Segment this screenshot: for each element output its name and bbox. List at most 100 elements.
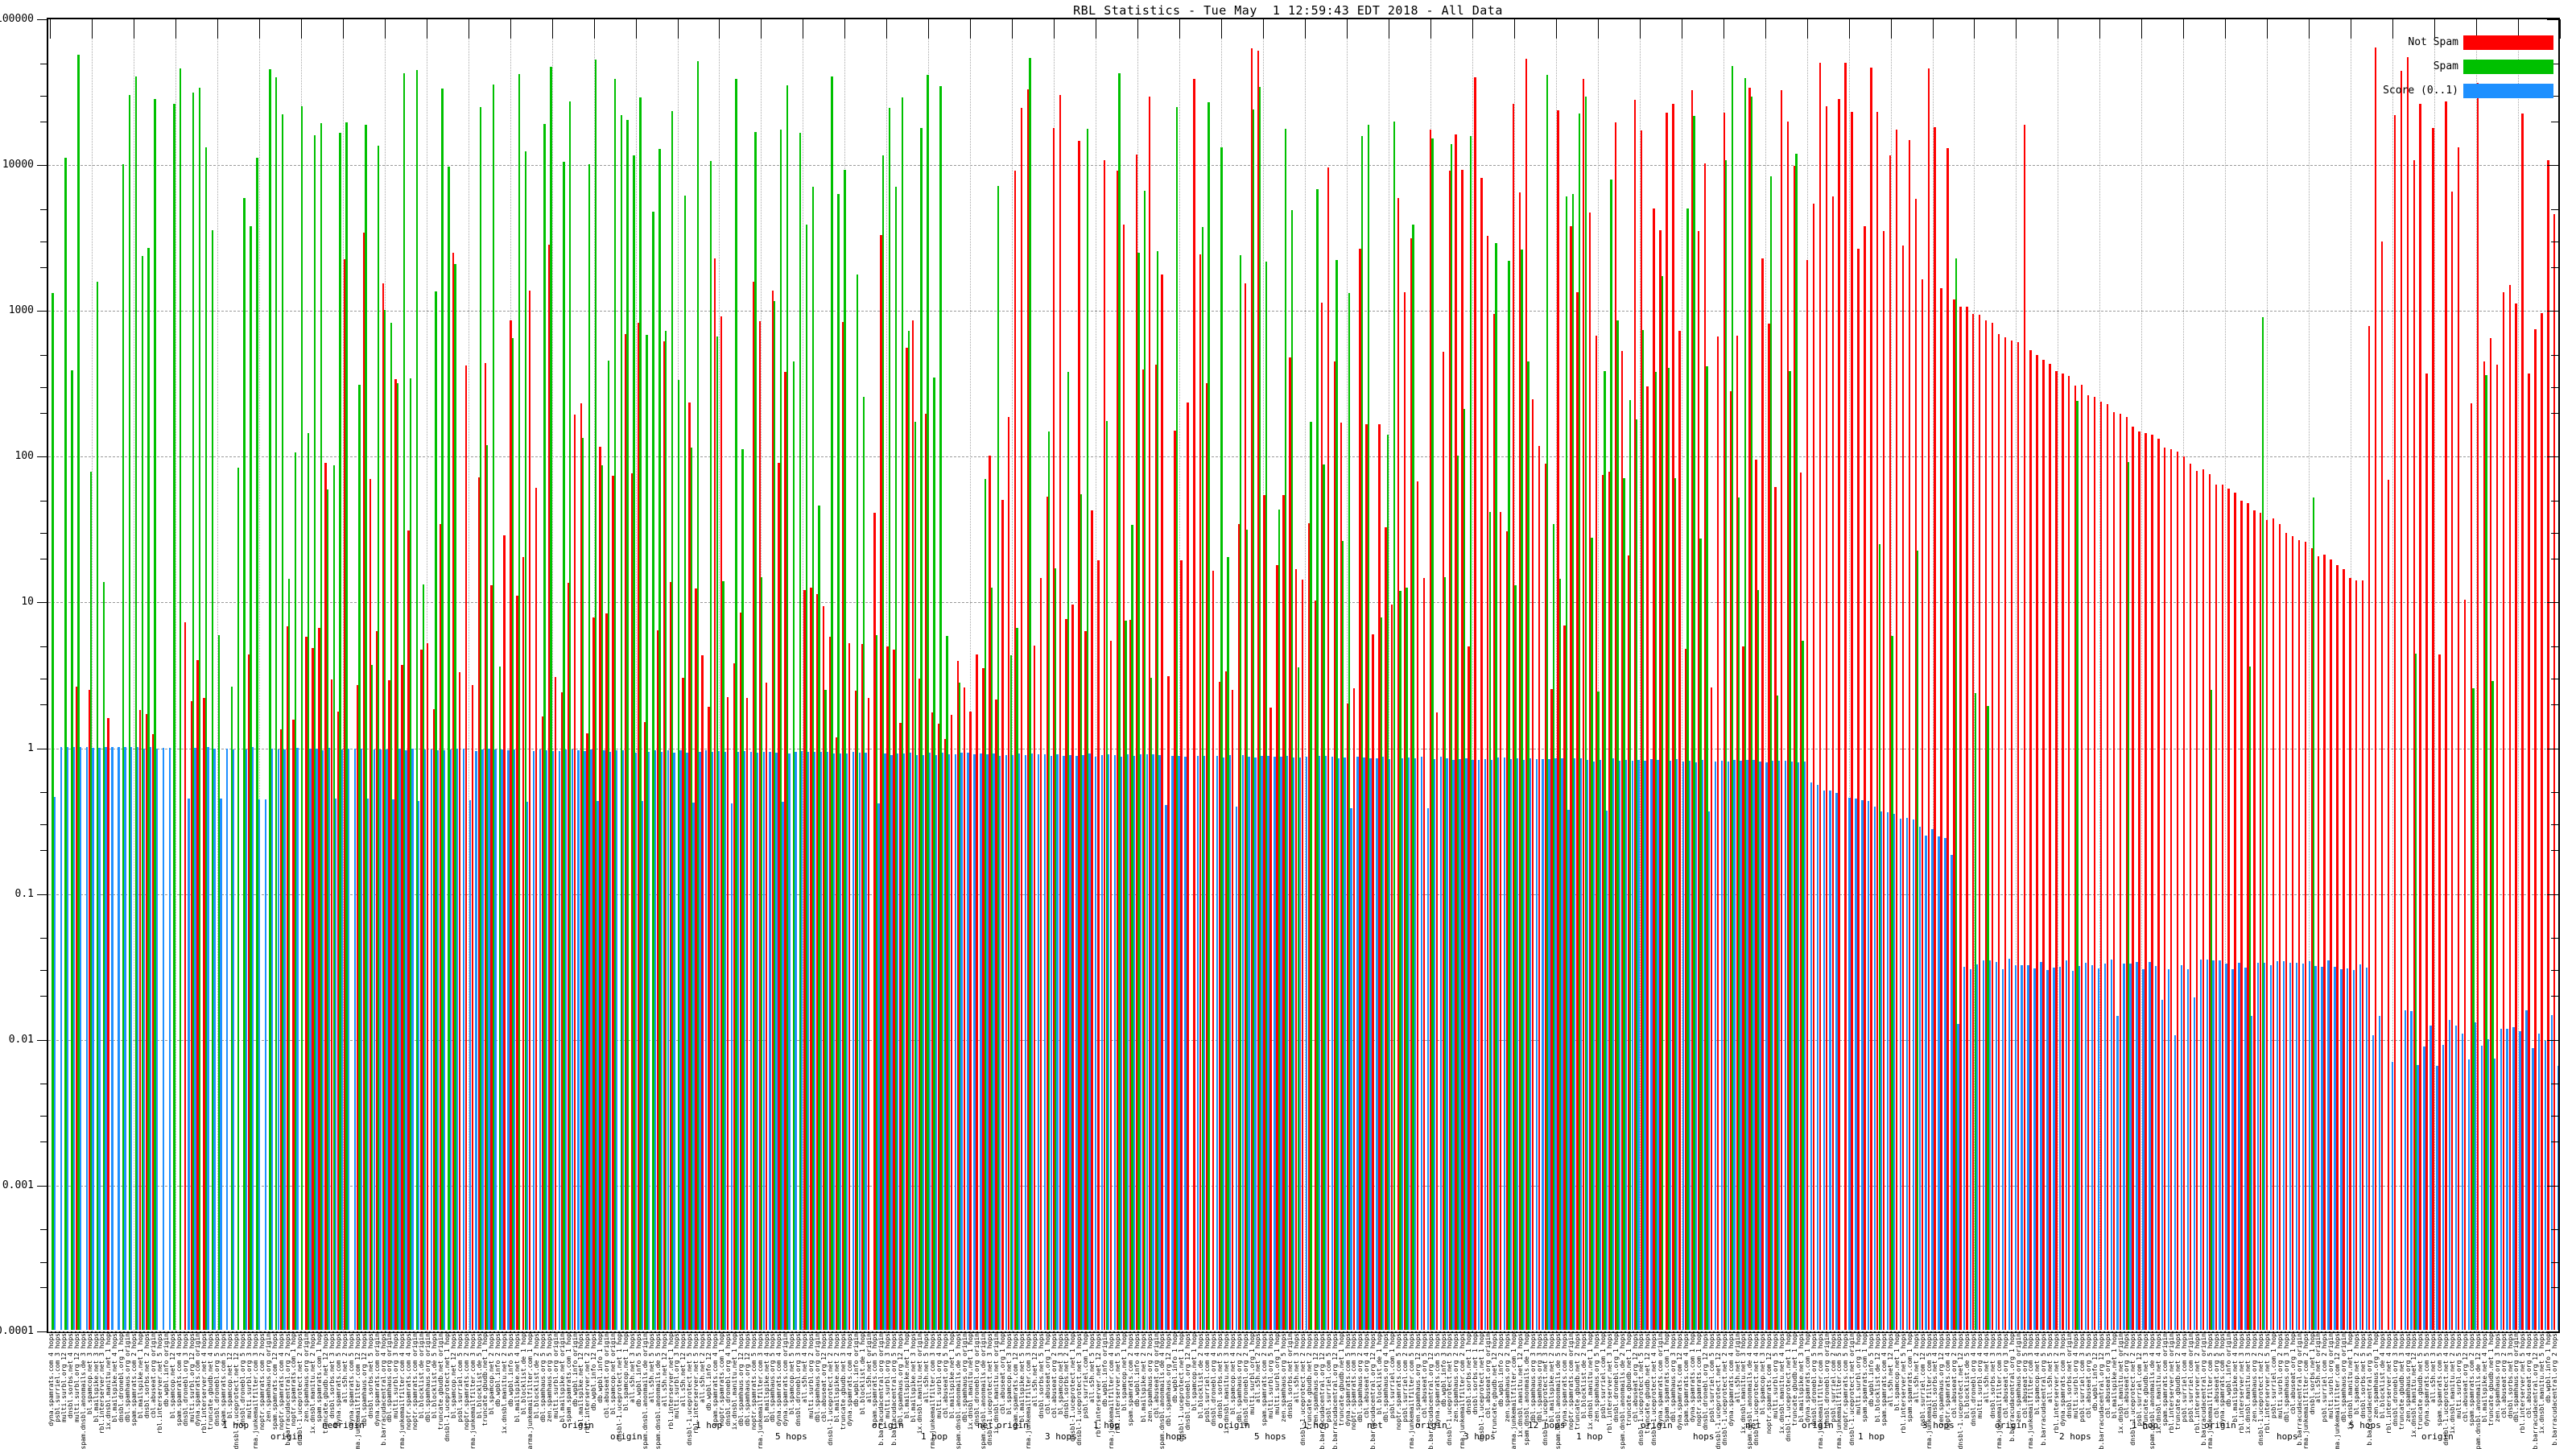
- bar-score: [392, 799, 394, 1330]
- bar-score: [2129, 964, 2132, 1330]
- gridline-vertical: [970, 19, 972, 1331]
- bar-not-spam: [963, 687, 965, 1330]
- bar-spam: [339, 132, 341, 1330]
- bar-not-spam: [2119, 413, 2121, 1330]
- bar-not-spam: [2323, 554, 2326, 1330]
- y-axis-minor-tick: [40, 996, 47, 997]
- gridline-horizontal: [48, 165, 2558, 167]
- x-axis-top-tick: [1513, 19, 1515, 39]
- bar-spam: [1016, 628, 1018, 1330]
- x-axis-top-tick: [551, 19, 553, 39]
- bar-spam: [383, 309, 386, 1330]
- bar-spam: [1055, 568, 1057, 1330]
- bar-not-spam: [1870, 67, 1872, 1330]
- bar-score: [1222, 757, 1225, 1330]
- bar-score: [1803, 761, 1806, 1330]
- bar-not-spam: [401, 665, 403, 1330]
- bar-spam: [1137, 253, 1140, 1330]
- bar-not-spam: [2413, 159, 2415, 1330]
- bar-not-spam: [1685, 648, 1687, 1330]
- bar-not-spam: [2285, 533, 2288, 1330]
- y-axis-tick-label: 1000: [8, 304, 34, 317]
- bar-score: [1542, 759, 1544, 1330]
- y-axis-minor-tick-right: [2551, 266, 2558, 268]
- bar-score: [1203, 755, 1206, 1330]
- bar-spam: [134, 76, 137, 1330]
- x-axis-hop-label: 1 hop: [222, 1420, 250, 1430]
- bar-not-spam: [2521, 114, 2524, 1330]
- bar-score: [2282, 960, 2285, 1330]
- x-axis-top-tick: [2392, 19, 2394, 39]
- bar-score: [1535, 758, 1538, 1330]
- x-axis-top-tick: [1137, 19, 1139, 39]
- bar-spam: [1654, 372, 1657, 1330]
- bar-score: [1644, 760, 1646, 1330]
- x-axis-hop-label: 12 hops: [1528, 1420, 1566, 1430]
- bar-score: [1925, 836, 1927, 1330]
- bar-not-spam: [1793, 166, 1796, 1330]
- bar-spam: [1444, 577, 1447, 1330]
- bar-spam: [620, 114, 622, 1330]
- bar-not-spam: [1141, 369, 1145, 1330]
- y-axis-tick-right: [2547, 1039, 2558, 1041]
- bar-not-spam: [1901, 246, 1905, 1330]
- bar-score: [699, 751, 701, 1330]
- bar-spam: [1367, 125, 1370, 1330]
- bar-score: [2193, 997, 2196, 1330]
- bar-not-spam: [714, 258, 716, 1330]
- bar-not-spam: [2483, 361, 2486, 1330]
- bar-score: [2314, 965, 2317, 1330]
- bar-spam: [243, 198, 246, 1330]
- bar-not-spam: [2093, 396, 2096, 1330]
- bar-spam: [2485, 374, 2487, 1330]
- bar-not-spam: [2458, 147, 2460, 1330]
- bar-not-spam: [637, 322, 640, 1330]
- bar-not-spam: [1525, 59, 1528, 1330]
- x-axis-hop-label: origin: [332, 1420, 365, 1430]
- bar-not-spam: [1544, 464, 1546, 1330]
- bar-not-spam: [1078, 140, 1080, 1330]
- bar-score: [2167, 968, 2170, 1330]
- x-axis-top-tick: [886, 19, 888, 39]
- gridline-vertical: [1765, 19, 1766, 1331]
- bar-score: [2040, 962, 2042, 1330]
- x-axis-top-tick: [635, 19, 637, 39]
- bar-score: [334, 799, 337, 1330]
- bar-score: [443, 750, 446, 1330]
- bar-not-spam: [312, 647, 314, 1330]
- bar-not-spam: [1703, 163, 1707, 1330]
- bar-spam: [1380, 617, 1383, 1330]
- bar-spam: [1048, 431, 1051, 1330]
- bar-score: [418, 800, 420, 1330]
- bar-not-spam: [1799, 473, 1802, 1330]
- bar-not-spam: [1097, 559, 1100, 1330]
- bar-score: [1107, 754, 1110, 1330]
- y-axis-tick-right: [2547, 1331, 2558, 1332]
- y-axis-tick-right: [2547, 894, 2558, 895]
- bar-spam: [396, 383, 399, 1330]
- x-axis-top-tick: [1639, 19, 1641, 39]
- bar-not-spam: [1199, 254, 1202, 1330]
- bar-not-spam: [708, 707, 710, 1330]
- bar-score: [1401, 758, 1404, 1330]
- bar-spam: [857, 274, 859, 1330]
- bar-score: [1733, 759, 1736, 1330]
- bar-not-spam: [394, 378, 397, 1330]
- bar-not-spam: [1953, 299, 1955, 1330]
- bar-score: [1063, 755, 1065, 1330]
- bar-not-spam: [886, 646, 889, 1330]
- y-axis-minor-tick-right: [2551, 996, 2558, 997]
- bar-spam: [1488, 512, 1491, 1330]
- bar-score: [1970, 968, 1972, 1330]
- bar-spam: [1789, 371, 1791, 1330]
- bar-not-spam: [510, 320, 512, 1330]
- gridline-vertical: [1305, 19, 1306, 1331]
- bar-score: [2391, 1062, 2393, 1330]
- bar-score: [1337, 758, 1340, 1330]
- bar-score: [1605, 810, 1608, 1330]
- bar-not-spam: [2247, 503, 2249, 1330]
- x-axis-top-tick: [258, 19, 260, 39]
- bar-not-spam: [1934, 127, 1936, 1330]
- bar-spam: [984, 479, 987, 1330]
- bar-not-spam: [1391, 604, 1393, 1330]
